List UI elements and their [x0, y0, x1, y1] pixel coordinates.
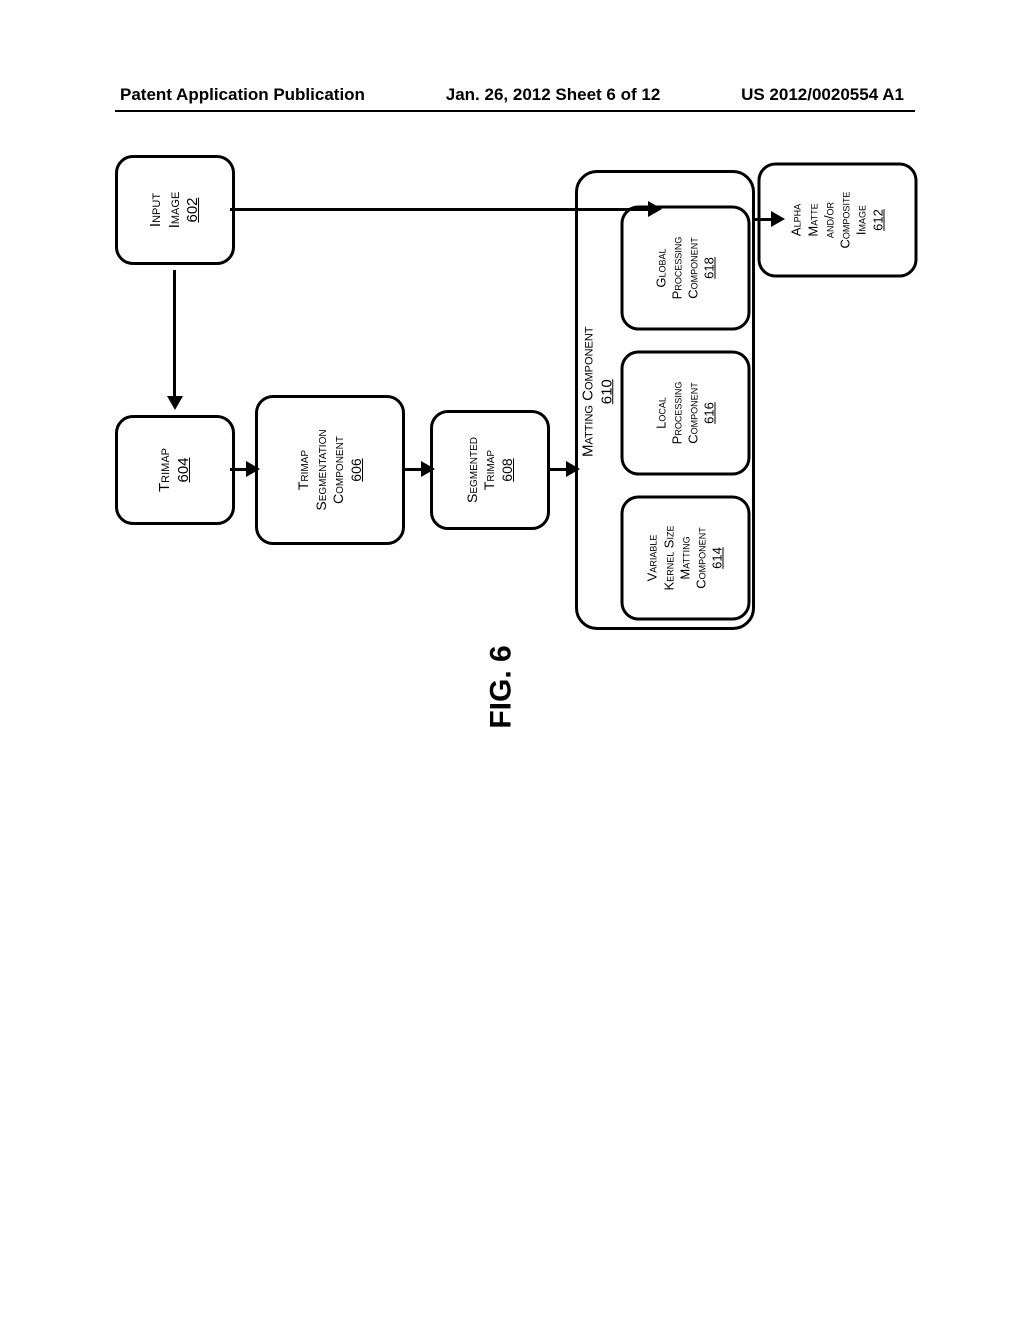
arrow-input-to-matting-h — [230, 208, 650, 211]
trimap-seg-l3: Component — [330, 436, 348, 504]
header-center: Jan. 26, 2012 Sheet 6 of 12 — [446, 85, 661, 105]
matting-container-l1: Matting Component — [579, 326, 596, 457]
box-input-image: Input Image 602 — [115, 155, 235, 265]
local-l1: Local — [653, 397, 669, 429]
box-matting-container: Matting Component 610 Variable Kernel Si… — [575, 170, 755, 630]
seg-trimap-l2: Trimap — [481, 450, 499, 490]
box-global: Global Processing Component 618 — [621, 206, 751, 331]
seg-trimap-ref: 608 — [499, 458, 517, 481]
arrowhead-matting-to-output — [771, 211, 785, 227]
header-right: US 2012/0020554 A1 — [741, 85, 904, 105]
trimap-ref: 604 — [175, 457, 194, 482]
box-trimap-seg: Trimap Segmentation Component 606 — [255, 395, 405, 545]
box-local: Local Processing Component 616 — [621, 351, 751, 476]
seg-trimap-l1: Segmented — [464, 437, 482, 503]
trimap-seg-l1: Trimap — [295, 450, 313, 490]
global-l1: Global — [653, 248, 669, 287]
local-l2: Processing — [669, 382, 685, 445]
output-l4: Composite — [838, 192, 854, 249]
trimap-seg-ref: 606 — [348, 458, 366, 481]
header-rule — [115, 110, 915, 112]
matting-container-label: Matting Component 610 — [579, 177, 617, 607]
arrow-input-to-trimap — [173, 270, 176, 398]
figure-label: FIG. 6 — [485, 645, 519, 728]
header-left: Patent Application Publication — [120, 85, 365, 105]
vks-l1: Variable — [645, 535, 661, 582]
output-ref: 612 — [870, 209, 886, 231]
global-l3: Component — [686, 237, 702, 298]
output-l5: Image — [854, 205, 870, 235]
box-trimap: Trimap 604 — [115, 415, 235, 525]
box-vks: Variable Kernel Size Matting Component 6… — [621, 496, 751, 621]
input-image-ref: 602 — [184, 197, 203, 222]
arrowhead-trimap-to-seg — [246, 461, 260, 477]
local-l3: Component — [686, 382, 702, 443]
output-l1: Alpha — [789, 204, 805, 236]
vks-ref: 614 — [710, 547, 726, 569]
input-image-line2: Image — [166, 192, 185, 229]
arrowhead-segtrimap-to-matting — [566, 461, 580, 477]
arrowhead-seg-to-segtrimap — [421, 461, 435, 477]
input-image-line1: Input — [147, 193, 166, 227]
vks-l4: Component — [694, 527, 710, 588]
global-l2: Processing — [669, 237, 685, 300]
vks-l3: Matting — [677, 536, 693, 579]
trimap-line1: Trimap — [156, 448, 175, 492]
output-l2: Matte — [805, 203, 821, 236]
global-ref: 618 — [702, 257, 718, 279]
arrowhead-input-to-matting — [648, 201, 662, 217]
trimap-seg-l2: Segmentation — [313, 429, 331, 510]
output-l3: and/or — [821, 202, 837, 238]
arrowhead-input-to-trimap — [167, 396, 183, 410]
matting-container-ref: 610 — [598, 379, 615, 404]
vks-l2: Kernel Size — [661, 526, 677, 591]
box-seg-trimap: Segmented Trimap 608 — [430, 410, 550, 530]
local-ref: 616 — [702, 402, 718, 424]
page-header: Patent Application Publication Jan. 26, … — [0, 85, 1024, 105]
